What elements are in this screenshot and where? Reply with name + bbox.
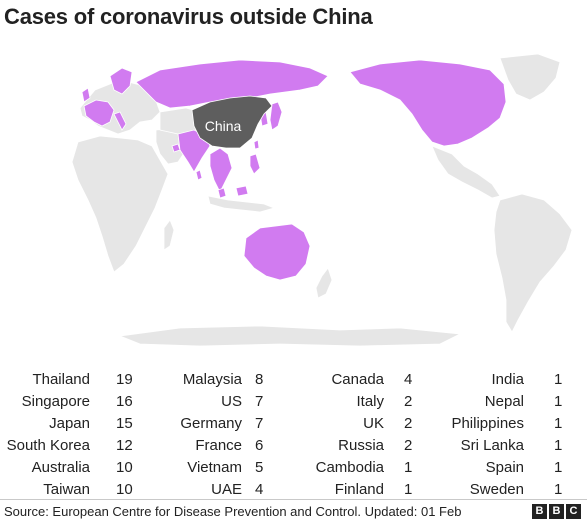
bbc-logo: B B C — [532, 504, 581, 519]
central-america-landmass — [431, 145, 501, 199]
bbc-logo-letter: B — [549, 504, 564, 519]
case-count: 16 — [116, 393, 133, 410]
country-name: Nepal — [484, 393, 524, 410]
philippines-affected — [249, 153, 261, 175]
country-name: Singapore — [21, 393, 90, 410]
country-name: Australia — [31, 459, 90, 476]
indonesia-landmass — [207, 195, 276, 213]
case-count: 6 — [255, 437, 264, 454]
italy-affected — [113, 111, 127, 131]
case-count: 10 — [116, 459, 133, 476]
country-name: Cambodia — [315, 459, 384, 476]
country-name: Spain — [485, 459, 524, 476]
case-count: 8 — [255, 371, 264, 388]
taiwan-affected — [253, 139, 260, 150]
china-region — [191, 95, 273, 149]
country-name: Sweden — [469, 481, 524, 498]
case-count: 5 — [255, 459, 264, 476]
case-count: 7 — [255, 393, 264, 410]
country-name: Russia — [338, 437, 384, 454]
country-name: Germany — [180, 415, 242, 432]
sri-lanka-affected — [195, 169, 203, 181]
uk-affected — [81, 87, 91, 103]
country-name: US — [221, 393, 242, 410]
country-name: Thailand — [32, 371, 90, 388]
madagascar-landmass — [163, 219, 175, 251]
case-count: 1 — [554, 415, 563, 432]
malaysia-affected — [217, 185, 249, 199]
bbc-logo-letter: C — [566, 504, 581, 519]
australia-affected — [243, 223, 311, 281]
case-count: 1 — [554, 371, 563, 388]
antarctica-landmass — [118, 325, 462, 347]
country-name: Malaysia — [182, 371, 242, 388]
nordics-affected — [109, 67, 133, 95]
new-zealand-landmass — [315, 267, 333, 299]
world-map: China — [71, 53, 573, 347]
case-count: 1 — [404, 481, 413, 498]
africa-landmass — [71, 135, 169, 273]
uae-affected — [171, 143, 181, 153]
case-count: 4 — [255, 481, 264, 498]
south-america-landmass — [493, 193, 573, 333]
canada-us-affected — [349, 59, 507, 147]
chart-title: Cases of coronavirus outside China — [4, 4, 373, 29]
country-name: UK — [363, 415, 384, 432]
japan-affected — [269, 101, 283, 131]
bbc-logo-letter: B — [532, 504, 547, 519]
china-label: China — [205, 118, 242, 134]
case-count: 1 — [404, 459, 413, 476]
case-count: 12 — [116, 437, 133, 454]
case-count: 2 — [404, 393, 413, 410]
case-count: 1 — [554, 393, 563, 410]
country-name: Canada — [331, 371, 384, 388]
case-count: 19 — [116, 371, 133, 388]
case-count: 1 — [554, 481, 563, 498]
case-count: 1 — [554, 437, 563, 454]
russia-affected — [135, 59, 329, 109]
southeast-asia-affected — [209, 147, 233, 193]
case-count: 10 — [116, 481, 133, 498]
country-name: UAE — [211, 481, 242, 498]
source-note: Source: European Centre for Disease Prev… — [4, 504, 462, 519]
footer: Source: European Centre for Disease Prev… — [0, 499, 587, 523]
country-name: Taiwan — [43, 481, 90, 498]
country-name: Italy — [356, 393, 384, 410]
case-count: 1 — [554, 459, 563, 476]
country-name: Sri Lanka — [460, 437, 524, 454]
country-name: Finland — [334, 481, 384, 498]
country-name: South Korea — [6, 437, 90, 454]
western-europe-affected — [83, 99, 115, 127]
case-count: 15 — [116, 415, 133, 432]
case-count: 4 — [404, 371, 413, 388]
country-name: Vietnam — [187, 459, 242, 476]
case-count: 2 — [404, 415, 413, 432]
cases-table: Thailand 19 Singapore 16 Japan 15 South … — [0, 369, 587, 501]
country-name: Philippines — [451, 415, 524, 432]
case-count: 7 — [255, 415, 264, 432]
country-name: France — [195, 437, 242, 454]
case-count: 2 — [404, 437, 413, 454]
country-name: India — [491, 371, 524, 388]
country-name: Japan — [49, 415, 90, 432]
greenland-landmass — [499, 53, 561, 101]
